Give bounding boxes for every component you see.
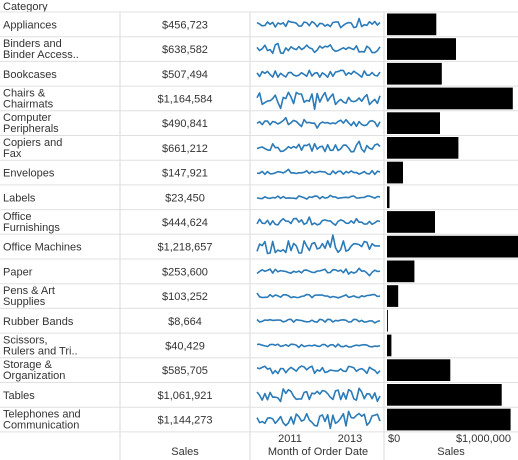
sales-value: $40,429 (165, 340, 205, 352)
table-row: Computer Peripherals $490,841 (3, 112, 440, 135)
sales-bar (387, 211, 435, 233)
sales-value: $253,600 (162, 266, 208, 278)
category-label: Rubber Bands (3, 316, 74, 328)
category-label: Binders and Binder Access.. (3, 38, 79, 61)
sales-bar (387, 359, 451, 381)
category-label: Envelopes (3, 168, 55, 180)
table-rows: Appliances $456,723 Binders and Binder Acce… (3, 13, 518, 432)
sales-sparkline (256, 234, 380, 255)
table-row: Copiers and Fax $661,212 (3, 137, 459, 160)
sales-bar (387, 137, 459, 159)
sales-sparkline (256, 69, 381, 78)
category-label: Appliances (3, 19, 57, 31)
table-row: Binders and Binder Access.. $638,582 (3, 38, 456, 61)
sales-bar (387, 285, 399, 307)
sales-bar (387, 186, 390, 209)
category-label: Bookcases (3, 69, 57, 81)
category-label: Scissors, Rulers and Tri.. (3, 334, 78, 357)
category-header: Category (3, 1, 48, 13)
sales-bar (387, 62, 442, 85)
sales-value: $1,218,657 (157, 242, 212, 254)
sales-bar (387, 309, 388, 332)
category-label: Storage & Organization (3, 359, 65, 382)
sales-bar (387, 38, 456, 60)
table-row: Appliances $456,723 (3, 13, 437, 36)
sales-sparkline (256, 410, 381, 430)
sales-bar (387, 235, 518, 258)
sales-value: $490,841 (162, 118, 208, 130)
table-row: Office Furnishings $444,624 (3, 211, 435, 234)
sales-value: $1,164,584 (157, 93, 212, 105)
sales-sparkline (256, 140, 381, 153)
sales-sparkline (256, 216, 381, 226)
sales-sparkline (256, 365, 381, 375)
table-row: Office Machines $1,218,657 (3, 234, 518, 258)
sales-bar (387, 13, 437, 36)
sales-bar (387, 334, 392, 357)
sales-sparkline (256, 17, 381, 29)
sales-sparkline (256, 116, 381, 129)
sales-value: $507,494 (162, 69, 208, 81)
sales-value: $456,723 (162, 19, 208, 31)
sales-value: $23,450 (165, 192, 205, 204)
category-label: Copiers and Fax (3, 137, 62, 160)
sales-bar (387, 87, 513, 110)
month-axis-label: Month of Order Date (268, 446, 368, 458)
sales-sparkline (256, 267, 381, 277)
sales-bar (387, 408, 511, 431)
spark-tick-2013: 2013 (338, 433, 362, 445)
table-row: Bookcases $507,494 (3, 62, 442, 85)
category-label: Computer Peripherals (3, 112, 59, 135)
bar-tick-max: $1,000,000 (456, 433, 511, 445)
sales-value: $638,582 (162, 44, 208, 56)
sales-value: $1,061,921 (157, 390, 212, 402)
sales-sparkline (256, 42, 381, 55)
spark-tick-2011: 2011 (278, 433, 302, 445)
table-footer: Sales Month of Order Date Sales 2011 201… (171, 433, 511, 458)
table-row: Envelopes $147,921 (3, 161, 403, 184)
category-label: Tables (3, 390, 35, 402)
sales-bar (387, 260, 415, 283)
category-label: Labels (3, 192, 36, 204)
sales-value: $1,144,273 (157, 415, 212, 427)
category-label: Pens & Art Supplies (3, 285, 55, 308)
table-row: Chairs & Chairmats $1,164,584 (3, 87, 513, 110)
sales-value: $585,705 (162, 365, 208, 377)
sales-sparkline (256, 318, 381, 324)
sales-value: $147,921 (162, 168, 208, 180)
table-row: Scissors, Rulers and Tri.. $40,429 (3, 334, 392, 357)
category-label: Telephones and Communication (3, 409, 81, 432)
category-label: Office Furnishings (3, 211, 60, 234)
table-grid (0, 11, 518, 460)
table-row: Paper $253,600 (3, 260, 415, 283)
sales-bar (387, 384, 502, 406)
sales-value: $661,212 (162, 143, 208, 155)
category-label: Chairs & Chairmats (3, 87, 54, 110)
sales-sparkline (256, 292, 381, 299)
table-row: Labels $23,450 (3, 186, 390, 209)
table-row: Pens & Art Supplies $103,252 (3, 285, 399, 308)
sales-sparkline (256, 168, 381, 176)
category-label: Paper (3, 266, 33, 278)
sales-sparkline (256, 343, 381, 349)
table-row: Telephones and Communication $1,144,273 (3, 409, 511, 432)
sales-sparkline (256, 194, 381, 200)
bar-tick-zero: $0 (388, 433, 400, 445)
sales-sparkline (256, 387, 381, 403)
sales-value: $444,624 (162, 217, 208, 229)
sales-bar (387, 161, 403, 184)
sales-value: $103,252 (162, 291, 208, 303)
bar-axis-label: Sales (437, 446, 465, 458)
table-row: Storage & Organization $585,705 (3, 359, 451, 382)
category-label: Office Machines (3, 242, 82, 254)
sales-value: $8,664 (168, 316, 202, 328)
table-row: Tables $1,061,921 (3, 384, 502, 406)
sales-sparkline (256, 91, 381, 111)
table-row: Rubber Bands $8,664 (3, 309, 388, 332)
sales-bar (387, 112, 440, 134)
sales-column-label: Sales (171, 446, 199, 458)
